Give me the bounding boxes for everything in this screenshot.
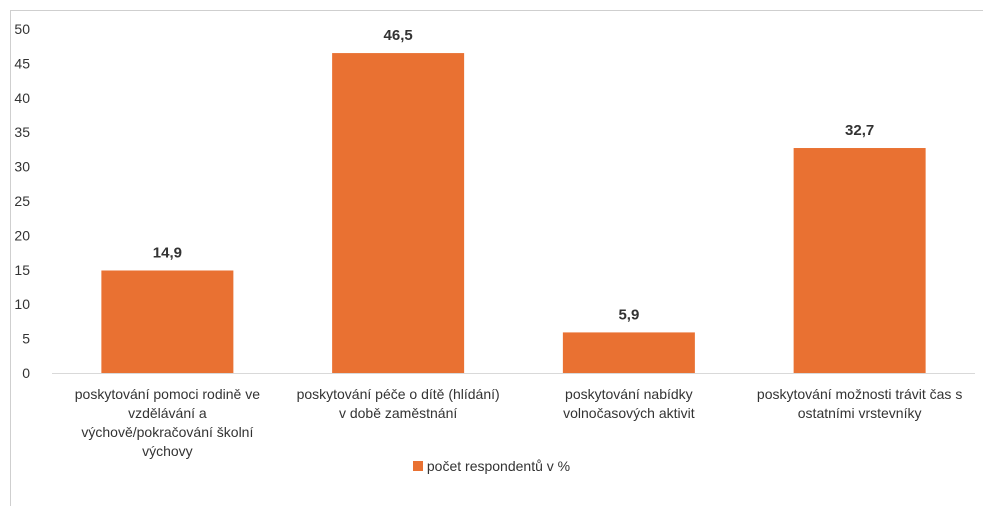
y-tick-label: 50: [14, 21, 30, 37]
x-category-label: poskytování nabídky volnočasových aktivit: [519, 385, 739, 423]
x-category-label-line: výchovy: [142, 443, 193, 459]
x-category-label: poskytování péče o dítě (hlídání) v době …: [288, 385, 508, 423]
chart-frame: [10, 10, 983, 506]
y-tick-label: 35: [14, 124, 30, 140]
bar: [562, 332, 695, 373]
y-tick-label: 0: [22, 365, 30, 381]
y-tick-label: 15: [14, 262, 30, 278]
x-category-label-line: poskytování nabídky: [565, 386, 693, 402]
data-label: 32,7: [845, 122, 874, 139]
legend: počet respondentů v %: [0, 458, 983, 474]
bar: [793, 148, 926, 373]
x-category-label-line: vzdělávání a: [128, 405, 207, 421]
data-label: 14,9: [153, 244, 182, 261]
legend-swatch: [412, 461, 423, 471]
y-tick-label: 30: [14, 159, 30, 175]
x-category-label-line: ostatními vrstevníky: [797, 405, 922, 421]
x-category-label: poskytování pomoci rodině ve vzdělávání a…: [57, 385, 277, 461]
bar: [101, 270, 234, 373]
y-tick-label: 25: [14, 193, 30, 209]
x-category-label-line: poskytování péče o dítě (hlídání): [296, 386, 500, 402]
data-label: 46,5: [384, 27, 413, 44]
x-category-label-line: v době zaměstnání: [338, 405, 458, 421]
y-tick-label: 20: [14, 227, 30, 243]
y-tick-label: 5: [22, 331, 30, 347]
data-label: 5,9: [618, 306, 639, 323]
x-category-label-line: poskytování pomoci rodině ve: [74, 386, 260, 402]
legend-label: počet respondentů v %: [426, 458, 571, 474]
x-category-label-line: poskytování možnosti trávit čas s: [756, 386, 963, 402]
y-tick-label: 40: [14, 90, 30, 106]
y-tick-label: 45: [14, 55, 30, 71]
x-category-label: poskytování možnosti trávit čas s ostatní…: [750, 385, 970, 423]
x-category-label-line: volnočasových aktivit: [563, 405, 695, 421]
bar: [332, 53, 465, 374]
y-tick-label: 10: [14, 296, 30, 312]
x-category-label-line: výchově/pokračování školní: [81, 424, 254, 440]
